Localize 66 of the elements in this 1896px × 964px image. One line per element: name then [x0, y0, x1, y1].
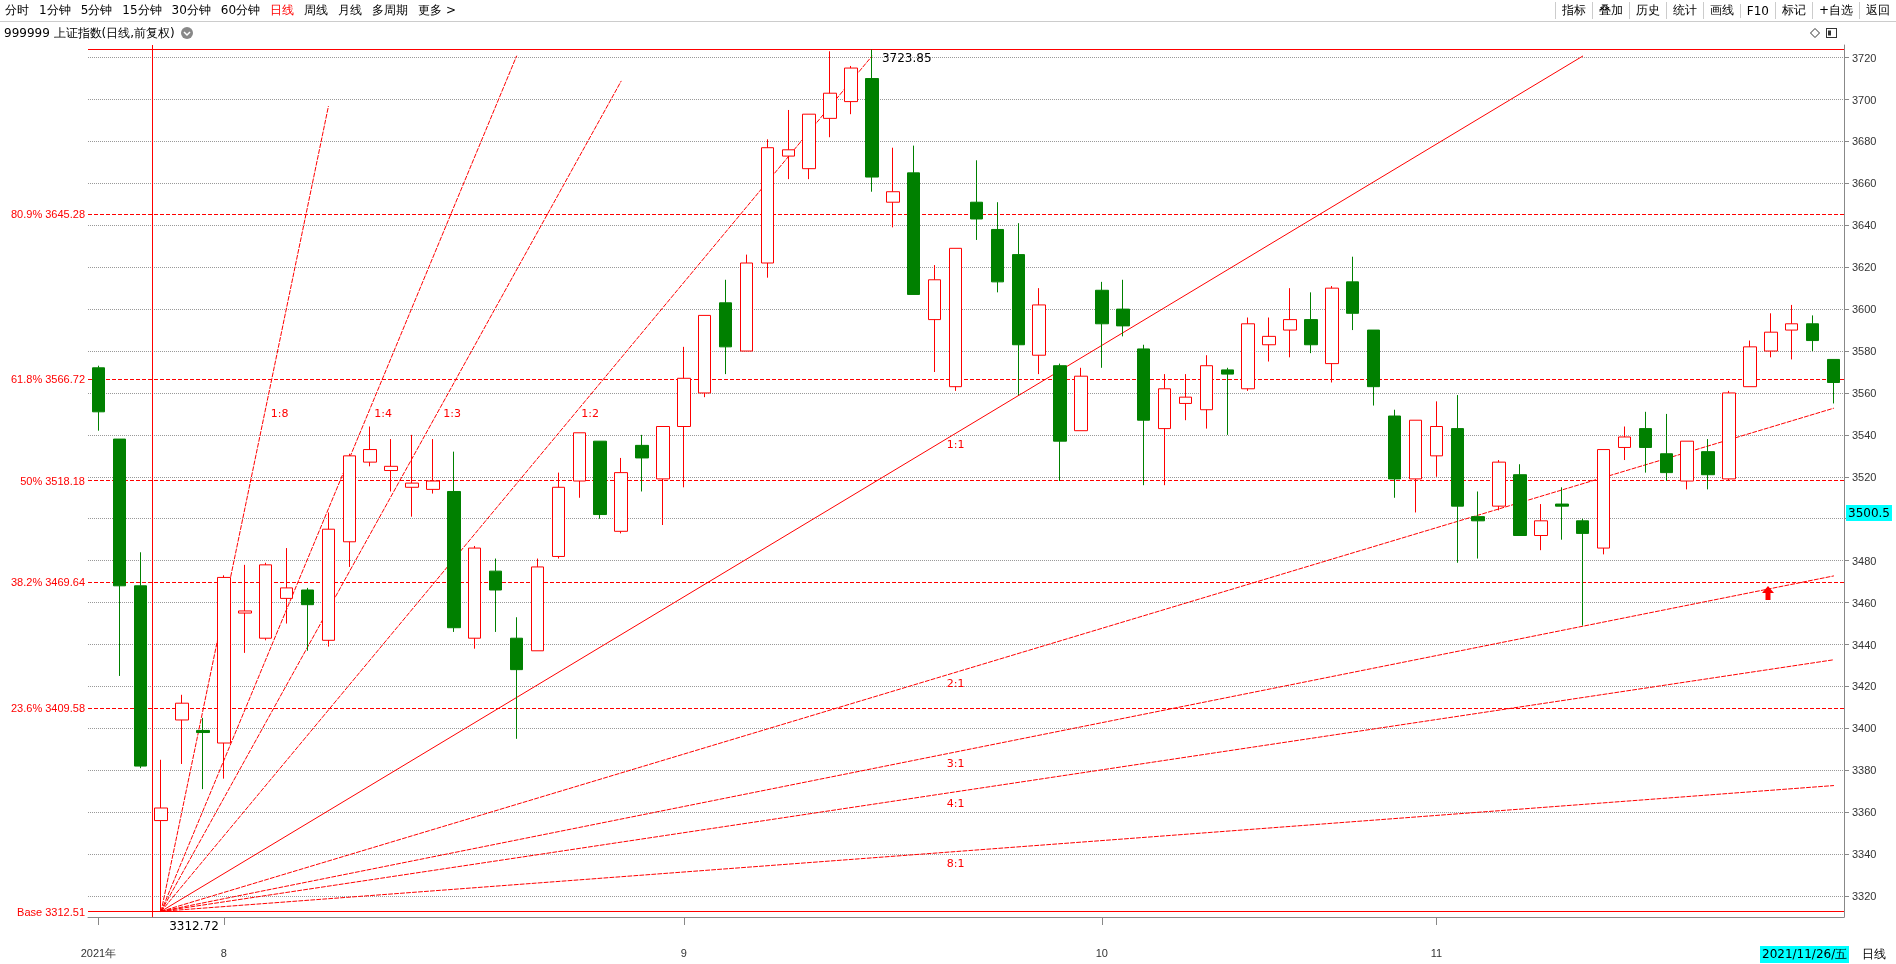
text: 15分钟: [121, 2, 163, 19]
text: 历史: [1628, 2, 1666, 19]
series-label: 1:3: [443, 406, 461, 420]
y-tick-label: 3480: [1852, 554, 1877, 567]
y-tick-label: 3620: [1852, 261, 1877, 274]
text: 画线: [1702, 2, 1740, 19]
y-tick-label: 3380: [1852, 764, 1877, 777]
text: 日线: [269, 2, 296, 19]
y-tick-label: 3660: [1852, 177, 1877, 190]
series-label: 1:8: [270, 406, 289, 420]
ref-line-label: 50% 3518.18: [20, 474, 85, 487]
y-tick-label: 3640: [1852, 219, 1877, 232]
ref-line-label: 61.8% 3566.72: [10, 372, 85, 385]
text: 5分钟: [79, 2, 114, 19]
y-tick-label: 3320: [1852, 890, 1877, 903]
text: 统计: [1665, 2, 1703, 19]
y-tick-label: 3720: [1852, 51, 1877, 64]
y-tick-label: 3360: [1852, 806, 1877, 819]
x-tick-label: 8: [220, 946, 227, 959]
text: 标记: [1774, 2, 1812, 19]
text: F10: [1739, 3, 1775, 18]
text: 叠加: [1591, 2, 1629, 19]
y-tick-label: 3440: [1852, 638, 1877, 651]
x-tick-label: 9: [680, 946, 687, 959]
annotation: 3723.85: [881, 50, 932, 65]
ref-line-label: 23.6% 3409.58: [10, 702, 85, 715]
y-tick-label: 3460: [1852, 596, 1877, 609]
y-tick-label: 3560: [1852, 386, 1877, 399]
y-tick-label: 3700: [1852, 93, 1877, 106]
x-tick-label: 10: [1095, 946, 1109, 959]
text: 日线: [1862, 946, 1886, 963]
text: 指标: [1554, 2, 1592, 19]
series-label: 2:1: [946, 677, 965, 691]
text: 1分钟: [38, 2, 72, 19]
series-label: 4:1: [946, 796, 965, 810]
x-tick-label: 11: [1430, 946, 1443, 959]
text: 2021/11/26/五: [1760, 946, 1850, 963]
x-tick-label: 2021年: [80, 946, 117, 959]
text: 月线: [337, 2, 364, 19]
series-label: 1:1: [946, 438, 965, 452]
y-tick-label: 3420: [1852, 680, 1877, 693]
y-tick-label: 3580: [1852, 345, 1877, 358]
ref-line-label: 38.2% 3469.64: [10, 576, 85, 589]
series-label: 8:1: [946, 856, 965, 870]
text: 30分钟: [170, 2, 212, 19]
chart-title: 999999 上证指数(日线,前复权): [4, 24, 175, 42]
text: 多周期: [371, 2, 410, 19]
y-tick-label: 3520: [1852, 470, 1877, 483]
text: 更多 >: [417, 2, 457, 19]
text: 60分钟: [219, 2, 262, 19]
series-label: 1:2: [581, 406, 600, 420]
ref-line-label: 80.9% 3645.28: [10, 208, 85, 221]
series-label: 1:4: [374, 406, 392, 420]
y-tick-label: 3400: [1852, 722, 1877, 735]
text: 分时: [4, 2, 30, 19]
text: +自选: [1811, 2, 1859, 19]
text: 周线: [303, 2, 330, 19]
text: 返回: [1859, 2, 1896, 19]
text: 3500.5: [1848, 506, 1890, 520]
series-label: 3:1: [946, 757, 965, 771]
y-tick-label: 3540: [1852, 428, 1877, 441]
y-tick-label: 3680: [1852, 135, 1877, 148]
ref-line-label: Base 3312.51: [17, 905, 85, 918]
y-tick-label: 3340: [1852, 848, 1877, 861]
text: 3312.72: [169, 919, 219, 933]
y-tick-label: 3600: [1852, 303, 1877, 316]
